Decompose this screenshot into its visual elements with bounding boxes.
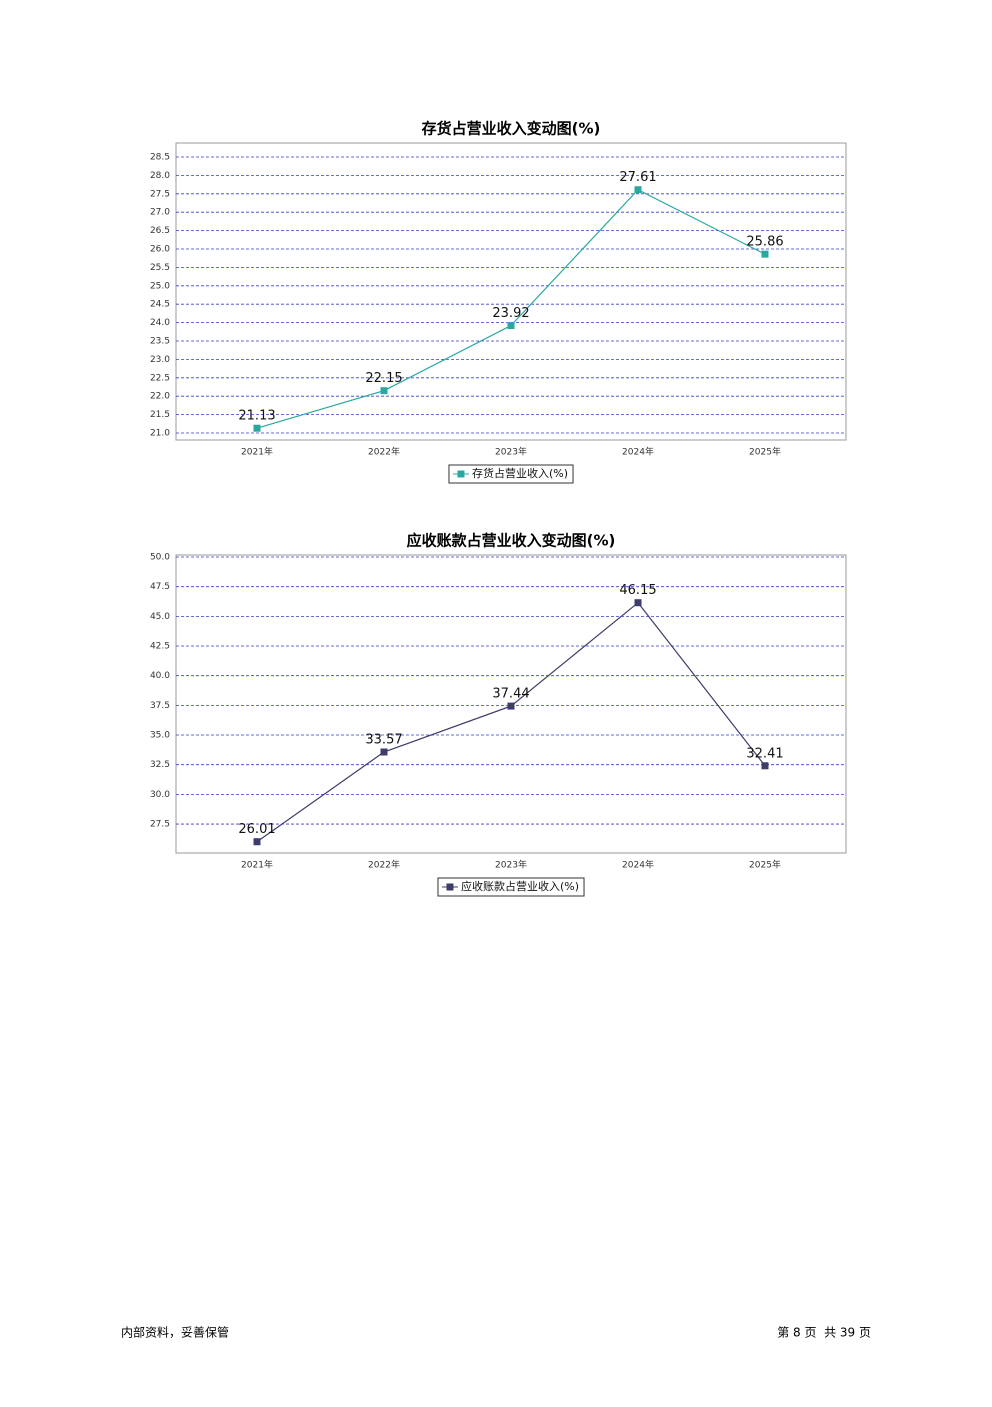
x-tick-label: 2025年 (749, 446, 781, 458)
plot-area (175, 554, 847, 854)
legend-label: 存货占营业收入(%) (472, 466, 568, 480)
data-label: 23.92 (492, 306, 529, 321)
footer-left: 内部资料，妥善保管 (121, 1325, 229, 1340)
data-point (634, 599, 642, 607)
y-tick-label: 25.0 (150, 281, 170, 291)
data-label: 27.61 (619, 170, 656, 185)
legend-marker (457, 470, 465, 478)
x-tick-label: 2024年 (622, 446, 654, 458)
data-label: 25.86 (746, 235, 783, 250)
plot-area (175, 142, 847, 441)
legend-box (448, 464, 574, 484)
y-tick-label: 24.0 (150, 318, 170, 328)
x-tick-label: 2025年 (749, 859, 781, 871)
x-tick-label: 2022年 (368, 859, 400, 871)
x-tick-label: 2022年 (368, 446, 400, 458)
series-line (256, 601, 766, 843)
data-label: 32.41 (746, 746, 783, 761)
data-point (634, 186, 642, 194)
data-label: 46.15 (619, 583, 656, 598)
x-tick-label: 2021年 (241, 859, 273, 871)
data-point (253, 424, 261, 432)
y-tick-label: 50.0 (150, 553, 170, 563)
data-label: 37.44 (492, 687, 529, 702)
legend-box (437, 877, 585, 897)
y-tick-label: 47.5 (150, 582, 170, 592)
data-point (507, 322, 515, 330)
y-tick-label: 32.5 (150, 760, 170, 770)
legend-marker (446, 883, 454, 891)
y-tick-label: 22.0 (150, 392, 170, 402)
data-label: 26.01 (238, 822, 275, 837)
chart-title: 存货占营业收入变动图(%) (422, 120, 601, 138)
y-tick-label: 35.0 (150, 731, 170, 741)
y-tick-label: 42.5 (150, 642, 170, 652)
chart-title: 应收账款占营业收入变动图(%) (407, 532, 616, 550)
data-label: 22.15 (365, 371, 402, 386)
footer-right: 第 8 页 共 39 页 (777, 1326, 871, 1340)
data-point (507, 702, 515, 710)
data-point (380, 387, 388, 395)
legend-label: 应收账款占营业收入(%) (461, 879, 579, 893)
y-tick-label: 45.0 (150, 612, 170, 622)
data-label: 21.13 (238, 409, 275, 424)
y-tick-label: 30.0 (150, 790, 170, 800)
y-tick-label: 23.0 (150, 355, 170, 365)
y-tick-label: 26.5 (150, 226, 170, 236)
y-tick-label: 21.0 (150, 429, 170, 439)
y-tick-label: 23.5 (150, 337, 170, 347)
y-tick-label: 21.5 (150, 410, 170, 420)
y-tick-label: 26.0 (150, 244, 170, 254)
y-tick-label: 27.0 (150, 208, 170, 218)
y-tick-label: 27.5 (150, 820, 170, 830)
x-tick-label: 2024年 (622, 859, 654, 871)
x-tick-label: 2023年 (495, 446, 527, 458)
y-tick-label: 37.5 (150, 701, 170, 711)
data-point (253, 838, 261, 846)
y-tick-label: 25.5 (150, 263, 170, 273)
y-tick-label: 24.5 (150, 300, 170, 310)
x-tick-label: 2021年 (241, 446, 273, 458)
x-tick-label: 2023年 (495, 859, 527, 871)
y-tick-label: 28.5 (150, 152, 170, 162)
y-tick-label: 22.5 (150, 373, 170, 383)
y-tick-label: 27.5 (150, 189, 170, 199)
y-tick-label: 28.0 (150, 171, 170, 181)
data-point (761, 250, 769, 258)
y-tick-label: 40.0 (150, 671, 170, 681)
data-point (761, 762, 769, 770)
data-point (380, 748, 388, 756)
data-label: 33.57 (365, 733, 402, 748)
